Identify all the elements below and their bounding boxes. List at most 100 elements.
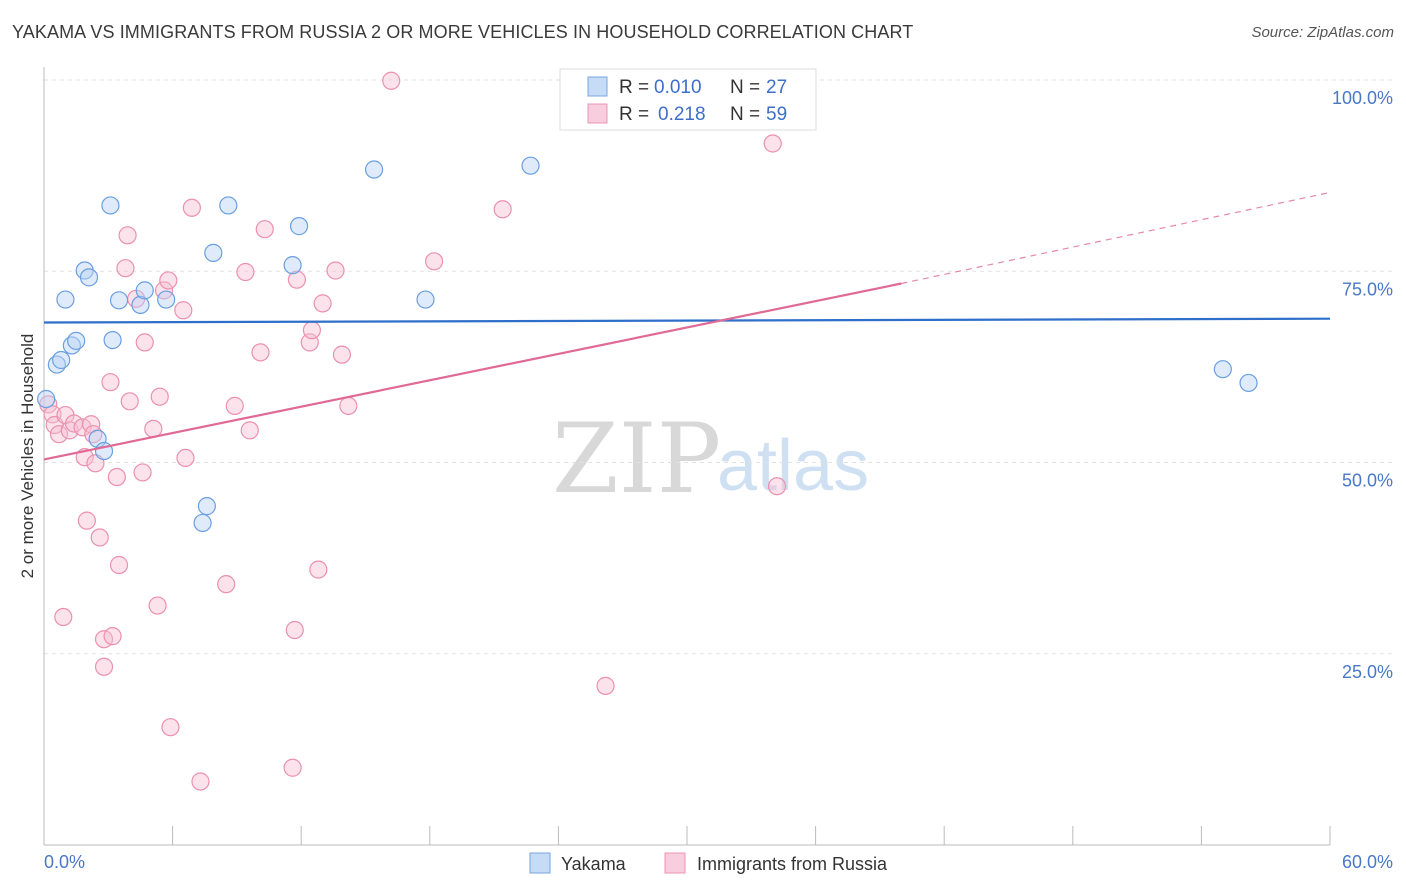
russia-point xyxy=(763,134,782,153)
y-tick-label: 25.0% xyxy=(1342,662,1393,682)
series-legend: Yakama Immigrants from Russia xyxy=(529,852,888,874)
legend-r-yakama: 0.010 xyxy=(654,77,702,98)
russia-trend-extension xyxy=(901,191,1331,285)
russia-point xyxy=(236,262,255,282)
russia-point xyxy=(116,259,135,278)
russia-point xyxy=(109,555,129,575)
russia-point xyxy=(217,575,236,594)
russia-point xyxy=(332,345,352,364)
russia-point xyxy=(493,200,512,219)
russia-point xyxy=(135,333,154,352)
yakama-point xyxy=(219,196,238,215)
russia-point xyxy=(191,772,210,791)
source-credit: Source: ZipAtlas.com xyxy=(1251,24,1394,41)
russia-point xyxy=(107,467,126,487)
russia-point xyxy=(101,373,120,392)
russia-point xyxy=(251,343,270,362)
x-ticks xyxy=(43,826,1331,845)
russia-point xyxy=(302,321,322,340)
russia-point xyxy=(240,421,259,440)
legend-swatch-yakama xyxy=(587,76,608,97)
yakama-point xyxy=(67,331,86,350)
yakama-point xyxy=(37,389,56,409)
yakama-point xyxy=(521,156,540,175)
russia-point xyxy=(309,560,328,579)
russia-point xyxy=(120,392,139,411)
stats-legend: R = 0.010 N = 27 R = 0.218 N = 59 xyxy=(559,68,817,131)
russia-point xyxy=(161,718,180,737)
russia-point xyxy=(182,198,201,217)
russia-point xyxy=(313,294,332,313)
russia-point xyxy=(285,620,304,640)
russia-point xyxy=(77,511,96,530)
legend-n-label: N = xyxy=(730,104,760,125)
yakama-point xyxy=(1213,360,1232,379)
russia-point xyxy=(174,301,193,320)
y-tick-labels: 100.0% 75.0% 50.0% 25.0% xyxy=(1332,88,1393,682)
yakama-point xyxy=(1239,373,1258,393)
russia-point xyxy=(424,252,444,271)
russia-point xyxy=(90,528,109,547)
yakama-point xyxy=(193,513,212,533)
russia-point xyxy=(596,676,615,695)
bottom-legend-swatch-yakama xyxy=(529,852,551,874)
russia-point xyxy=(339,396,358,415)
yakama-point xyxy=(109,291,129,310)
yakama-point xyxy=(79,268,99,287)
russia-point xyxy=(133,463,152,482)
y-tick-label: 75.0% xyxy=(1342,279,1393,299)
gridlines xyxy=(44,79,1392,655)
yakama-point xyxy=(204,243,223,262)
trend-lines xyxy=(43,191,1331,461)
russia-point xyxy=(148,596,167,615)
y-tick-label: 100.0% xyxy=(1332,88,1393,108)
russia-point xyxy=(54,607,73,627)
russia-point xyxy=(49,425,69,444)
russia-point xyxy=(382,71,401,90)
series-yakama-points xyxy=(37,156,1258,533)
russia-point xyxy=(176,448,195,468)
russia-point xyxy=(150,387,169,406)
chart-title: YAKAMA VS IMMIGRANTS FROM RUSSIA 2 OR MO… xyxy=(12,22,914,42)
yakama-point xyxy=(364,160,384,179)
legend-n-label: N = xyxy=(730,77,760,98)
russia-point xyxy=(225,396,244,415)
yakama-point xyxy=(101,196,120,215)
legend-n-yakama: 27 xyxy=(766,77,787,98)
legend-r-russia: 0.218 xyxy=(658,104,706,125)
russia-point xyxy=(767,477,787,496)
yakama-point xyxy=(56,290,75,309)
watermark-zip: ZIP xyxy=(552,403,721,515)
yakama-point xyxy=(135,281,154,300)
yakama-point xyxy=(157,290,176,309)
bottom-legend-label-russia: Immigrants from Russia xyxy=(697,854,888,874)
x-tick-label-max: 60.0% xyxy=(1342,852,1393,872)
russia-point xyxy=(159,271,178,290)
watermark: ZIP atlas xyxy=(552,403,869,515)
russia-trend-line xyxy=(43,282,902,461)
yakama-point xyxy=(283,256,302,275)
russia-point xyxy=(255,220,274,239)
bottom-legend-label-yakama: Yakama xyxy=(561,854,627,874)
legend-r-label: R = xyxy=(619,104,649,125)
russia-point xyxy=(283,758,302,777)
legend-r-label: R = xyxy=(619,77,649,98)
x-tick-label-min: 0.0% xyxy=(44,852,85,872)
yakama-point xyxy=(197,497,216,516)
yakama-point xyxy=(131,295,150,315)
russia-point xyxy=(118,226,137,245)
series-russia-points xyxy=(39,71,787,791)
russia-point xyxy=(326,261,345,280)
yakama-trend-line xyxy=(43,317,1331,324)
russia-point xyxy=(103,627,122,646)
yakama-point xyxy=(52,350,71,370)
yakama-point xyxy=(289,217,309,236)
watermark-atlas: atlas xyxy=(717,426,869,506)
russia-point xyxy=(287,270,307,289)
legend-n-russia: 59 xyxy=(766,104,787,125)
y-tick-label: 50.0% xyxy=(1342,471,1393,491)
legend-swatch-russia xyxy=(587,103,608,124)
yakama-point xyxy=(416,290,435,309)
yakama-point xyxy=(103,331,122,350)
